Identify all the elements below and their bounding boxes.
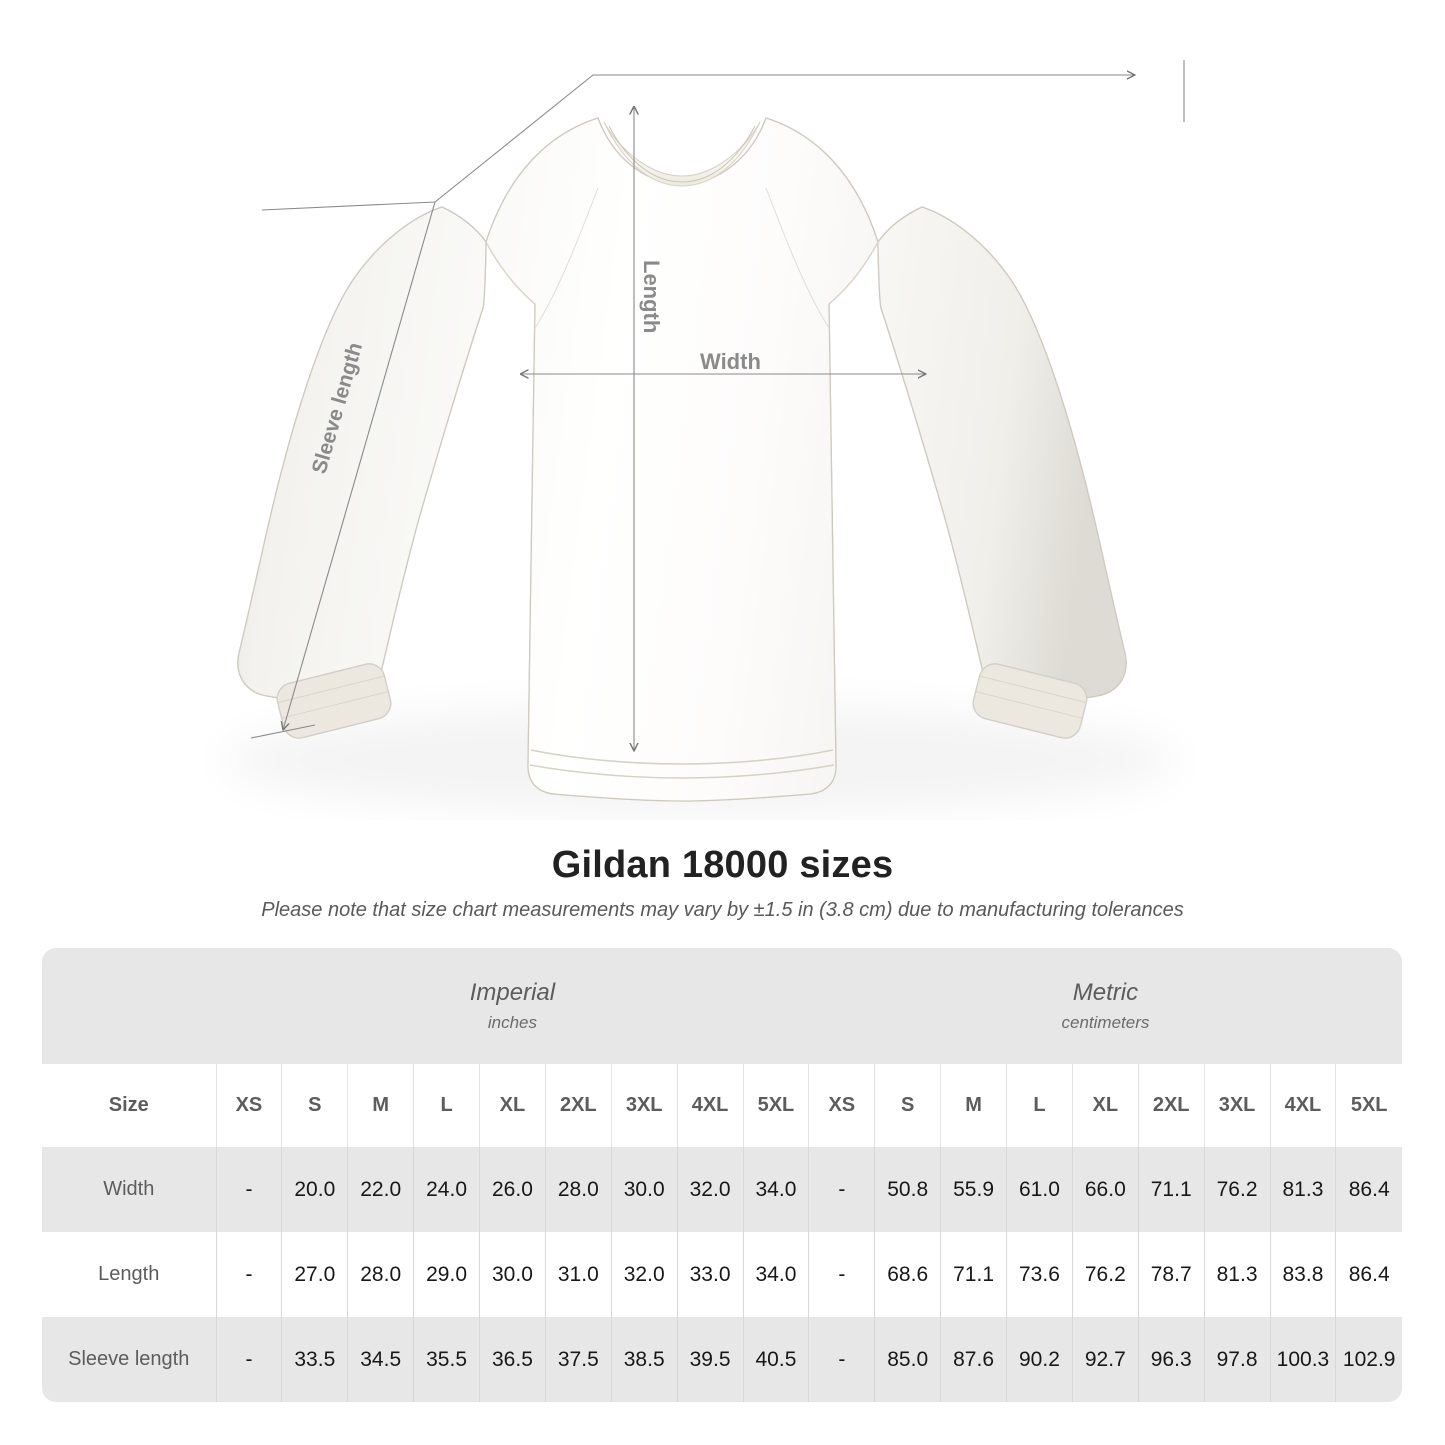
svg-text:Sleeve length: Sleeve length (308, 340, 367, 476)
svg-text:Width: Width (700, 349, 761, 374)
svg-text:Length: Length (639, 260, 664, 333)
